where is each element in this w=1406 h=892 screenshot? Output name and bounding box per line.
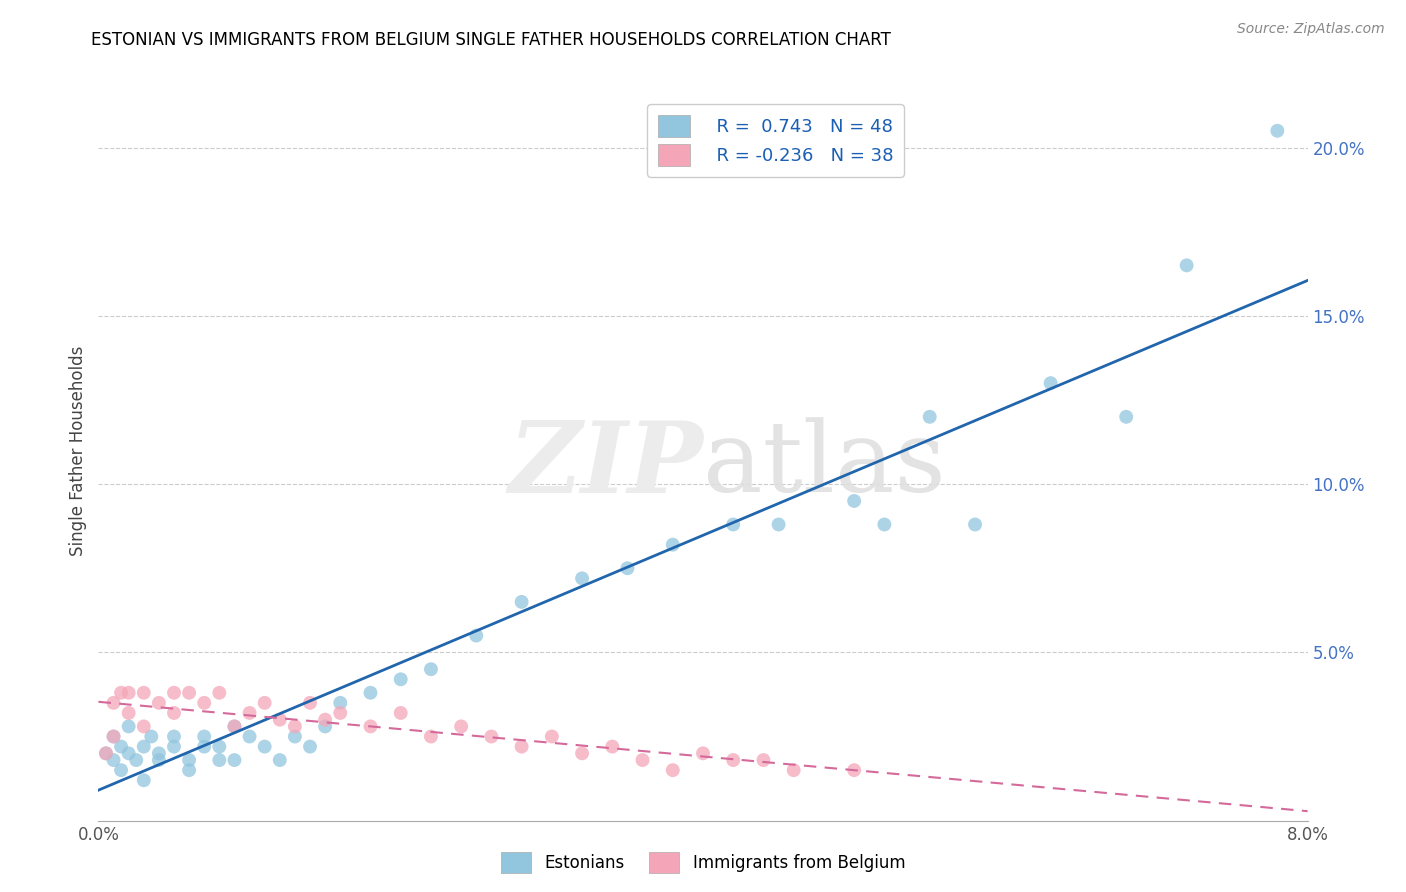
Point (450, 719, 472, 733)
Point (269, 713, 291, 727)
Point (239, 706, 262, 720)
Point (420, 662, 443, 676)
Point (510, 595, 533, 609)
Point (1115, 409, 1137, 424)
Point (118, 706, 141, 720)
Point (193, 730, 215, 744)
Point (314, 719, 336, 733)
Point (208, 753, 231, 767)
Y-axis label: Single Father Households: Single Father Households (69, 345, 87, 556)
Point (918, 409, 941, 424)
Point (110, 686, 132, 700)
Point (132, 719, 155, 733)
Point (360, 686, 382, 700)
Point (208, 739, 231, 754)
Legend:   R =  0.743   N = 48,   R = -0.236   N = 38: R = 0.743 N = 48, R = -0.236 N = 38 (647, 104, 904, 177)
Point (224, 753, 246, 767)
Point (360, 719, 382, 733)
Point (783, 763, 806, 777)
Point (179, 763, 201, 777)
Point (224, 719, 246, 733)
Point (965, 517, 987, 532)
Point (110, 739, 132, 754)
Point (631, 753, 654, 767)
Point (163, 730, 186, 744)
Point (163, 686, 186, 700)
Point (224, 719, 246, 733)
Point (110, 763, 132, 777)
Point (163, 706, 186, 720)
Point (132, 773, 155, 788)
Point (208, 686, 231, 700)
Point (661, 763, 683, 777)
Point (510, 739, 533, 754)
Point (329, 696, 352, 710)
Point (148, 753, 170, 767)
Point (1267, 124, 1289, 138)
Point (118, 719, 141, 733)
Point (314, 713, 336, 727)
Point (103, 696, 125, 710)
Point (571, 571, 593, 585)
Text: Source: ZipAtlas.com: Source: ZipAtlas.com (1237, 22, 1385, 37)
Point (1039, 376, 1062, 391)
Point (723, 753, 745, 767)
Point (94, 747, 117, 761)
Point (253, 739, 276, 754)
Point (148, 747, 170, 761)
Point (284, 719, 307, 733)
Point (253, 696, 276, 710)
Point (193, 739, 215, 754)
Point (661, 538, 683, 552)
Text: ZIP: ZIP (508, 417, 703, 514)
Point (752, 753, 775, 767)
Point (389, 706, 412, 720)
Point (389, 673, 412, 687)
Point (1175, 258, 1198, 272)
Point (299, 739, 322, 754)
Point (179, 753, 201, 767)
Point (132, 739, 155, 754)
Point (540, 730, 562, 744)
Point (616, 561, 638, 575)
Point (103, 753, 125, 767)
Point (571, 747, 593, 761)
Text: atlas: atlas (703, 417, 946, 513)
Point (163, 739, 186, 754)
Point (284, 730, 307, 744)
Point (481, 730, 503, 744)
Point (692, 747, 714, 761)
Point (118, 686, 141, 700)
Point (329, 706, 352, 720)
Point (103, 730, 125, 744)
Point (141, 730, 163, 744)
Point (269, 753, 291, 767)
Text: ESTONIAN VS IMMIGRANTS FROM BELGIUM SINGLE FATHER HOUSEHOLDS CORRELATION CHART: ESTONIAN VS IMMIGRANTS FROM BELGIUM SING… (91, 31, 891, 49)
Point (844, 494, 866, 508)
Point (602, 739, 624, 754)
Point (125, 753, 148, 767)
Point (103, 730, 125, 744)
Point (873, 517, 896, 532)
Point (239, 730, 262, 744)
Point (193, 696, 215, 710)
Point (723, 517, 745, 532)
Legend: Estonians, Immigrants from Belgium: Estonians, Immigrants from Belgium (494, 846, 912, 880)
Point (118, 747, 141, 761)
Point (179, 686, 201, 700)
Point (768, 517, 790, 532)
Point (94, 747, 117, 761)
Point (299, 696, 322, 710)
Point (132, 686, 155, 700)
Point (420, 730, 443, 744)
Point (148, 696, 170, 710)
Point (465, 628, 488, 642)
Point (844, 763, 866, 777)
